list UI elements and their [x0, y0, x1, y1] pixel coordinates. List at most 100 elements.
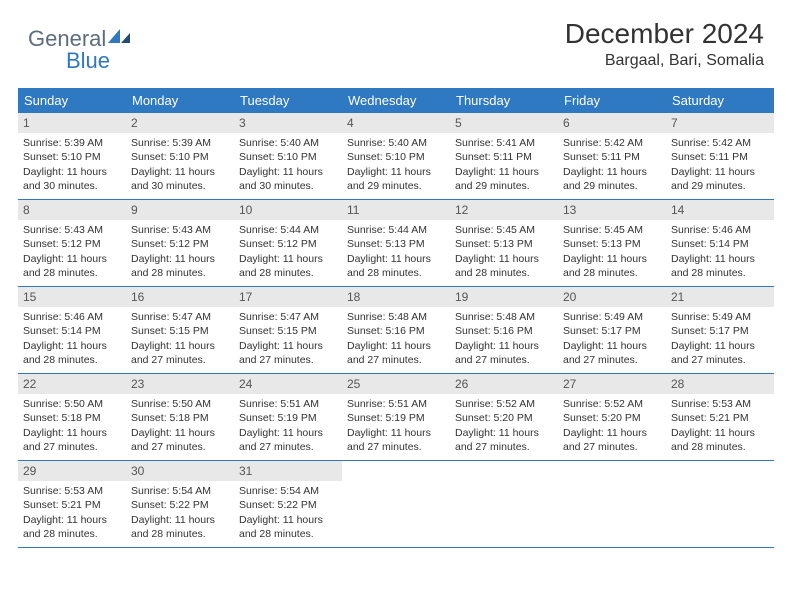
sunrise-line: Sunrise: 5:39 AM	[131, 136, 229, 150]
calendar-day: 31Sunrise: 5:54 AMSunset: 5:22 PMDayligh…	[234, 461, 342, 547]
daylight-line: Daylight: 11 hours and 28 minutes.	[23, 252, 121, 280]
day-number: 16	[126, 287, 234, 307]
calendar-day: 13Sunrise: 5:45 AMSunset: 5:13 PMDayligh…	[558, 200, 666, 286]
sunset-line: Sunset: 5:13 PM	[455, 237, 553, 251]
calendar-day: 18Sunrise: 5:48 AMSunset: 5:16 PMDayligh…	[342, 287, 450, 373]
sunrise-line: Sunrise: 5:42 AM	[671, 136, 769, 150]
sunrise-line: Sunrise: 5:52 AM	[455, 397, 553, 411]
calendar-day-empty	[666, 461, 774, 547]
calendar-day: 21Sunrise: 5:49 AMSunset: 5:17 PMDayligh…	[666, 287, 774, 373]
sunrise-line: Sunrise: 5:53 AM	[23, 484, 121, 498]
day-number: 1	[18, 113, 126, 133]
calendar-week: 15Sunrise: 5:46 AMSunset: 5:14 PMDayligh…	[18, 287, 774, 374]
day-number: 13	[558, 200, 666, 220]
sunrise-line: Sunrise: 5:39 AM	[23, 136, 121, 150]
calendar-week: 22Sunrise: 5:50 AMSunset: 5:18 PMDayligh…	[18, 374, 774, 461]
calendar-day: 1Sunrise: 5:39 AMSunset: 5:10 PMDaylight…	[18, 113, 126, 199]
sunset-line: Sunset: 5:20 PM	[455, 411, 553, 425]
sunset-line: Sunset: 5:13 PM	[563, 237, 661, 251]
calendar-day: 5Sunrise: 5:41 AMSunset: 5:11 PMDaylight…	[450, 113, 558, 199]
day-number: 11	[342, 200, 450, 220]
sunrise-line: Sunrise: 5:45 AM	[563, 223, 661, 237]
calendar-day: 6Sunrise: 5:42 AMSunset: 5:11 PMDaylight…	[558, 113, 666, 199]
daylight-line: Daylight: 11 hours and 27 minutes.	[347, 426, 445, 454]
calendar-day: 20Sunrise: 5:49 AMSunset: 5:17 PMDayligh…	[558, 287, 666, 373]
calendar: SundayMondayTuesdayWednesdayThursdayFrid…	[0, 80, 792, 548]
sunset-line: Sunset: 5:11 PM	[455, 150, 553, 164]
calendar-day: 3Sunrise: 5:40 AMSunset: 5:10 PMDaylight…	[234, 113, 342, 199]
day-number: 7	[666, 113, 774, 133]
daylight-line: Daylight: 11 hours and 28 minutes.	[239, 513, 337, 541]
daylight-line: Daylight: 11 hours and 28 minutes.	[23, 339, 121, 367]
calendar-day: 22Sunrise: 5:50 AMSunset: 5:18 PMDayligh…	[18, 374, 126, 460]
sunrise-line: Sunrise: 5:40 AM	[347, 136, 445, 150]
day-header-cell: Saturday	[666, 88, 774, 113]
daylight-line: Daylight: 11 hours and 28 minutes.	[347, 252, 445, 280]
day-number: 28	[666, 374, 774, 394]
day-number: 9	[126, 200, 234, 220]
sunrise-line: Sunrise: 5:47 AM	[131, 310, 229, 324]
sunset-line: Sunset: 5:19 PM	[239, 411, 337, 425]
sunset-line: Sunset: 5:17 PM	[563, 324, 661, 338]
daylight-line: Daylight: 11 hours and 27 minutes.	[563, 339, 661, 367]
page-title: December 2024	[565, 18, 764, 50]
calendar-day: 24Sunrise: 5:51 AMSunset: 5:19 PMDayligh…	[234, 374, 342, 460]
daylight-line: Daylight: 11 hours and 27 minutes.	[239, 339, 337, 367]
calendar-day: 30Sunrise: 5:54 AMSunset: 5:22 PMDayligh…	[126, 461, 234, 547]
daylight-line: Daylight: 11 hours and 27 minutes.	[455, 426, 553, 454]
day-header-cell: Monday	[126, 88, 234, 113]
daylight-line: Daylight: 11 hours and 28 minutes.	[671, 252, 769, 280]
sunrise-line: Sunrise: 5:50 AM	[23, 397, 121, 411]
sunset-line: Sunset: 5:10 PM	[23, 150, 121, 164]
sunrise-line: Sunrise: 5:54 AM	[131, 484, 229, 498]
logo-text-2: Blue	[66, 48, 110, 74]
day-number: 19	[450, 287, 558, 307]
daylight-line: Daylight: 11 hours and 28 minutes.	[23, 513, 121, 541]
sunrise-line: Sunrise: 5:51 AM	[239, 397, 337, 411]
calendar-day-empty	[450, 461, 558, 547]
day-number: 17	[234, 287, 342, 307]
calendar-day: 7Sunrise: 5:42 AMSunset: 5:11 PMDaylight…	[666, 113, 774, 199]
sunset-line: Sunset: 5:10 PM	[347, 150, 445, 164]
sunset-line: Sunset: 5:14 PM	[23, 324, 121, 338]
sunrise-line: Sunrise: 5:43 AM	[131, 223, 229, 237]
daylight-line: Daylight: 11 hours and 27 minutes.	[131, 426, 229, 454]
day-header-cell: Tuesday	[234, 88, 342, 113]
calendar-day: 27Sunrise: 5:52 AMSunset: 5:20 PMDayligh…	[558, 374, 666, 460]
calendar-day: 9Sunrise: 5:43 AMSunset: 5:12 PMDaylight…	[126, 200, 234, 286]
calendar-day: 10Sunrise: 5:44 AMSunset: 5:12 PMDayligh…	[234, 200, 342, 286]
day-header-cell: Thursday	[450, 88, 558, 113]
sunset-line: Sunset: 5:11 PM	[563, 150, 661, 164]
sunset-line: Sunset: 5:20 PM	[563, 411, 661, 425]
daylight-line: Daylight: 11 hours and 28 minutes.	[455, 252, 553, 280]
day-header-cell: Friday	[558, 88, 666, 113]
sunrise-line: Sunrise: 5:40 AM	[239, 136, 337, 150]
day-number: 29	[18, 461, 126, 481]
calendar-day: 12Sunrise: 5:45 AMSunset: 5:13 PMDayligh…	[450, 200, 558, 286]
sunset-line: Sunset: 5:12 PM	[23, 237, 121, 251]
calendar-week: 29Sunrise: 5:53 AMSunset: 5:21 PMDayligh…	[18, 461, 774, 548]
daylight-line: Daylight: 11 hours and 28 minutes.	[131, 513, 229, 541]
daylight-line: Daylight: 11 hours and 27 minutes.	[347, 339, 445, 367]
sunrise-line: Sunrise: 5:52 AM	[563, 397, 661, 411]
daylight-line: Daylight: 11 hours and 29 minutes.	[671, 165, 769, 193]
day-number: 4	[342, 113, 450, 133]
calendar-week: 1Sunrise: 5:39 AMSunset: 5:10 PMDaylight…	[18, 113, 774, 200]
day-number: 26	[450, 374, 558, 394]
calendar-day: 26 Sunrise: 5:52 AMSunset: 5:20 PMDayligh…	[450, 374, 558, 460]
calendar-day: 23Sunrise: 5:50 AMSunset: 5:18 PMDayligh…	[126, 374, 234, 460]
day-number: 21	[666, 287, 774, 307]
calendar-day: 28Sunrise: 5:53 AMSunset: 5:21 PMDayligh…	[666, 374, 774, 460]
sunrise-line: Sunrise: 5:41 AM	[455, 136, 553, 150]
sunrise-line: Sunrise: 5:53 AM	[671, 397, 769, 411]
day-number: 31	[234, 461, 342, 481]
calendar-day: 17Sunrise: 5:47 AMSunset: 5:15 PMDayligh…	[234, 287, 342, 373]
day-number: 20	[558, 287, 666, 307]
sunset-line: Sunset: 5:14 PM	[671, 237, 769, 251]
location: Bargaal, Bari, Somalia	[565, 52, 764, 70]
calendar-day-empty	[558, 461, 666, 547]
sunrise-line: Sunrise: 5:47 AM	[239, 310, 337, 324]
day-number: 15	[18, 287, 126, 307]
calendar-week: 8Sunrise: 5:43 AMSunset: 5:12 PMDaylight…	[18, 200, 774, 287]
calendar-day: 14Sunrise: 5:46 AMSunset: 5:14 PMDayligh…	[666, 200, 774, 286]
